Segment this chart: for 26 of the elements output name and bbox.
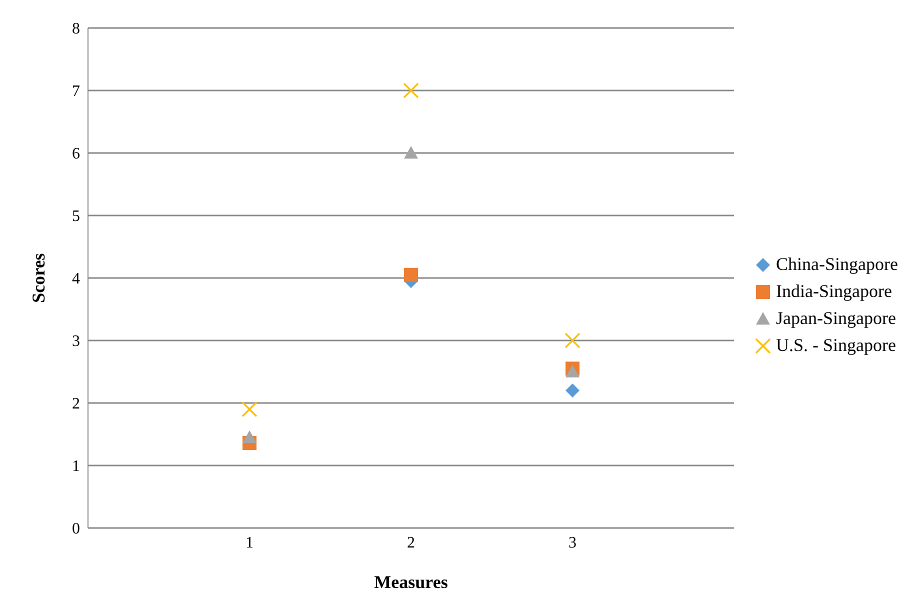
x-axis-title: Measures <box>374 572 448 592</box>
x-tick-label: 1 <box>246 534 254 552</box>
y-axis-title: Scores <box>28 253 48 303</box>
y-tick-label: 8 <box>72 20 80 38</box>
point <box>566 384 580 398</box>
point <box>242 430 257 443</box>
point <box>564 332 580 348</box>
y-tick-label: 1 <box>72 458 80 476</box>
x-tick-label: 2 <box>407 534 416 552</box>
point <box>404 268 418 282</box>
point <box>566 364 580 378</box>
y-tick-label: 4 <box>72 270 80 288</box>
point <box>403 82 419 98</box>
point <box>404 146 418 159</box>
legend-label: India-Singapore <box>776 281 892 302</box>
y-tick-label: 3 <box>72 333 80 350</box>
legend-label: U.S. - Singapore <box>776 335 896 356</box>
y-tick-label: 0 <box>72 520 80 538</box>
y-tick-label: 7 <box>72 83 80 100</box>
x-tick-label: 3 <box>568 534 577 552</box>
legend-label: Japan-Singapore <box>776 308 896 329</box>
legend-label: China-Singapore <box>776 254 898 275</box>
y-tick-label: 5 <box>72 208 80 226</box>
y-tick-label: 6 <box>72 146 80 163</box>
y-tick-label: 2 <box>72 396 80 413</box>
point <box>242 401 258 418</box>
